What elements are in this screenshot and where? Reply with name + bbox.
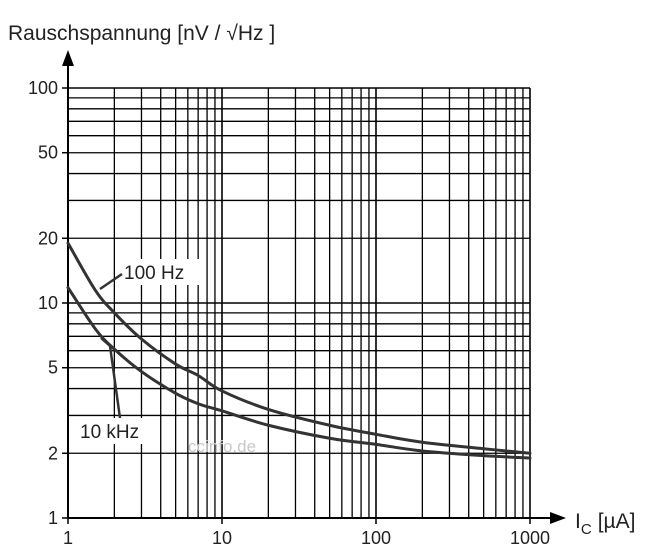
grid-major [68,87,531,518]
y-tick-label: 10 [38,293,58,313]
y-axis-label: Rauschspannung [nV / √Hz ] [8,22,275,45]
annotation-leader-10khz [100,337,122,419]
annotation-bg [120,259,206,285]
annotation-10khz: 10 kHz [80,422,139,443]
x-axis-label-sub: C [581,521,592,538]
x-tick-label: 1 [63,528,73,547]
x-axis-label-unit: [µA] [598,510,636,533]
x-tick-label: 100 [361,528,391,547]
x-axis-label: IC [µA] [575,510,635,538]
y-tick-label: 1 [48,508,58,528]
series-line-10-khz [66,286,532,460]
y-tick-label: 100 [28,78,58,98]
watermark: ccinfo.de [188,437,256,456]
x-axis-label-main: I [575,510,581,533]
tick-labels: 1 10 100 1000 1 2 5 10 20 50 100 [28,78,550,547]
series-group [66,241,532,460]
y-tick-label: 5 [48,358,58,378]
x-tick-label: 1000 [510,528,550,547]
annotation-100hz: 100 Hz [124,263,184,284]
series-line-100-hz [66,241,532,455]
annotations: 100 Hz 10 kHz [76,259,206,444]
y-tick-label: 2 [48,443,58,463]
annotation-leader-100hz [99,272,123,291]
annotation-bg [76,418,160,444]
y-axis-arrow [62,50,74,66]
y-tick-label: 50 [38,143,58,163]
y-tick-label: 20 [38,228,58,248]
x-tick-label: 10 [212,528,232,547]
x-axis-arrow [550,512,566,524]
